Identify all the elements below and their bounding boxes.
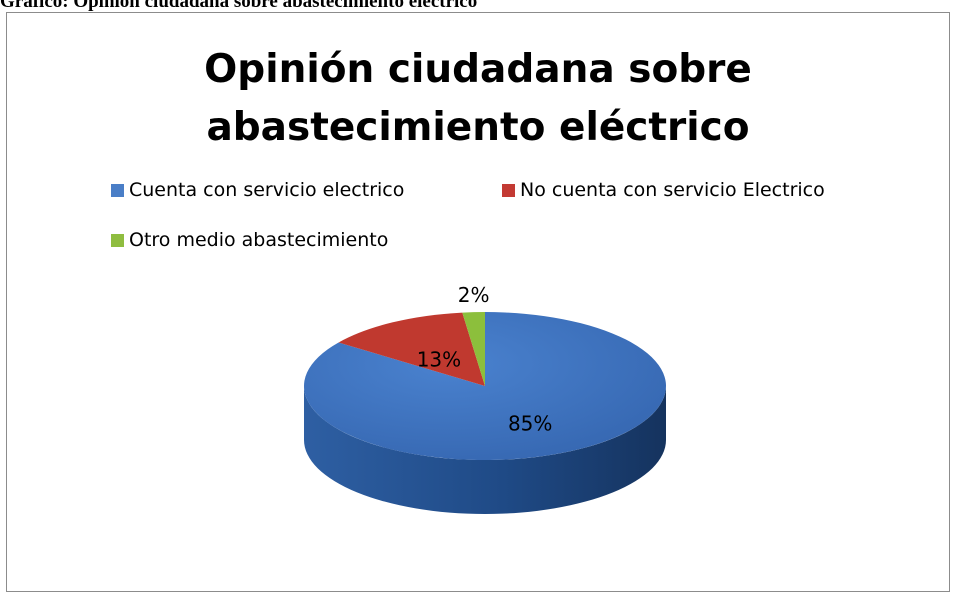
legend-item-no-cuenta-con-servicio: No cuenta con servicio Electrico	[502, 179, 825, 201]
chart-container: Opinión ciudadana sobre abastecimiento e…	[6, 12, 950, 592]
legend-swatch-no-cuenta-con-servicio	[502, 183, 515, 197]
data-label-2: 13%	[417, 348, 461, 372]
pie-chart: 85% 13% 2%	[304, 283, 666, 514]
document-caption: Gráfico: Opinión ciudadana sobre abastec…	[0, 0, 478, 12]
legend-label-otro-medio: Otro medio abastecimiento	[129, 229, 389, 251]
legend-item-cuenta-con-servicio: Cuenta con servicio electrico	[111, 179, 404, 201]
legend-item-otro-medio: Otro medio abastecimiento	[111, 229, 388, 251]
chart-title-line-2: abastecimiento eléctrico	[206, 105, 750, 150]
pie-slice-3	[462, 312, 485, 386]
legend-label-no-cuenta-con-servicio: No cuenta con servicio Electrico	[520, 179, 825, 201]
legend-label-cuenta-con-servicio: Cuenta con servicio electrico	[129, 179, 405, 201]
pie-slice-2	[338, 312, 485, 386]
legend-swatch-otro-medio	[111, 233, 124, 247]
data-label-1: 85%	[508, 411, 552, 435]
data-label-3: 2%	[458, 283, 490, 307]
chart-title: Opinión ciudadana sobre abastecimiento e…	[7, 41, 949, 157]
chart-legend: Cuenta con servicio electrico No cuenta …	[7, 13, 949, 591]
pie-side-wall	[304, 386, 666, 514]
chart-title-line-1: Opinión ciudadana sobre	[204, 47, 752, 92]
legend-swatch-cuenta-con-servicio	[111, 183, 124, 197]
